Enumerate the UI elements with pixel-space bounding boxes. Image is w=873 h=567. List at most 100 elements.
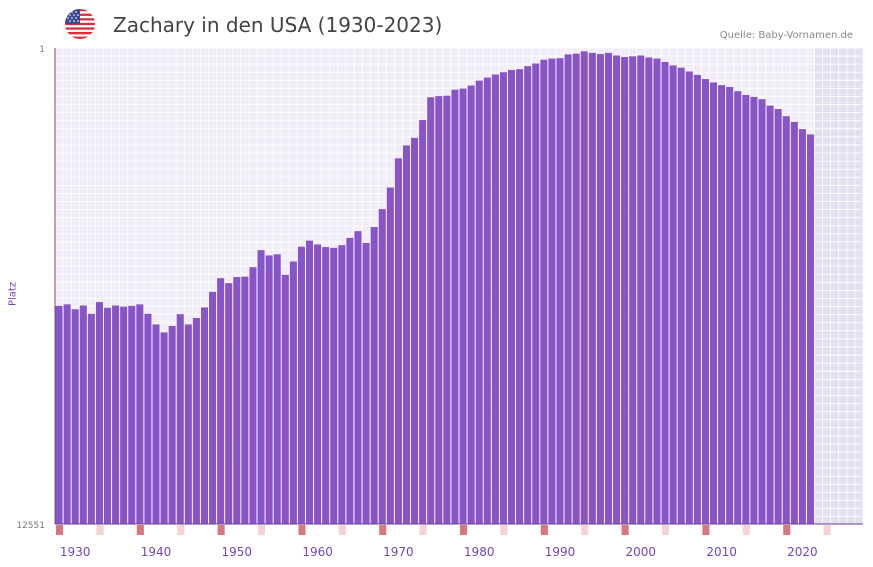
- bar-1934: [103, 307, 112, 524]
- grid-lines: [54, 47, 864, 524]
- decade-marker: [702, 525, 710, 535]
- half-decade-marker: [500, 525, 508, 535]
- half-decade-marker: [419, 525, 427, 535]
- y-tick-label-top: 1: [39, 45, 45, 55]
- bar-1942: [168, 325, 176, 524]
- bar-1989: [548, 58, 556, 524]
- half-decade-marker: [581, 525, 589, 535]
- bar-1991: [564, 54, 572, 524]
- bar-1957: [289, 261, 297, 524]
- bar-1977: [451, 89, 459, 524]
- bar-1983: [499, 72, 507, 524]
- bar-1981: [483, 77, 491, 524]
- half-decade-marker: [662, 525, 670, 535]
- bar-2002: [653, 58, 661, 524]
- bar-2018: [782, 116, 790, 525]
- bar-2016: [766, 105, 774, 524]
- bar-1976: [443, 95, 451, 525]
- bar-1964: [346, 237, 354, 524]
- bar-1941: [160, 332, 168, 524]
- chart-title: Zachary in den USA (1930-2023): [113, 13, 443, 37]
- bar-1978: [459, 88, 467, 524]
- bar-1963: [338, 245, 346, 525]
- bar-1979: [467, 85, 475, 524]
- decade-marker: [783, 525, 791, 535]
- x-tick-label: 1930: [60, 545, 91, 559]
- x-tick-label: 1990: [545, 545, 576, 559]
- bar-1953: [257, 250, 265, 524]
- bar-2010: [718, 85, 726, 525]
- bar-1966: [362, 242, 370, 525]
- bar-1940: [152, 324, 160, 524]
- bar-1984: [507, 69, 516, 524]
- bar-1973: [419, 120, 427, 524]
- decade-marker: [540, 525, 548, 535]
- bar-2001: [645, 57, 653, 524]
- bar-1955: [273, 254, 281, 525]
- bar-1945: [192, 318, 200, 524]
- x-tick-label: 1960: [302, 545, 333, 559]
- bar-2013: [742, 94, 750, 524]
- bar-1939: [144, 313, 152, 524]
- bar-1943: [176, 314, 184, 524]
- bars: [55, 51, 815, 525]
- bar-2017: [774, 109, 782, 524]
- bar-1961: [322, 247, 330, 524]
- bar-1949: [225, 283, 233, 524]
- bar-1996: [604, 52, 613, 524]
- bar-1937: [128, 305, 136, 524]
- bar-2019: [790, 121, 798, 524]
- usa-flag-icon: [65, 9, 95, 39]
- bar-2015: [758, 99, 766, 525]
- bar-1972: [411, 137, 419, 524]
- bar-1967: [370, 226, 378, 524]
- bar-1947: [209, 291, 217, 524]
- bar-1999: [629, 56, 637, 524]
- bar-1975: [435, 96, 443, 525]
- bar-1959: [305, 240, 314, 525]
- bar-1988: [540, 59, 548, 524]
- bar-1968: [378, 209, 386, 524]
- half-decade-marker: [742, 525, 750, 535]
- bar-1974: [427, 97, 435, 524]
- bar-1948: [217, 278, 225, 524]
- bar-1938: [136, 304, 144, 524]
- bar-1930: [71, 309, 79, 524]
- bar-1985: [516, 69, 524, 525]
- bar-2007: [693, 74, 701, 524]
- bar-1929: [63, 304, 71, 524]
- bar-1950: [233, 277, 241, 524]
- bar-2014: [750, 96, 758, 525]
- bar-1946: [200, 307, 209, 524]
- bar-1956: [281, 274, 289, 524]
- decade-marker: [298, 525, 306, 535]
- x-tick-label: 2000: [626, 545, 657, 559]
- decade-marker: [379, 525, 387, 535]
- bar-1962: [330, 247, 338, 524]
- bar-2000: [637, 55, 645, 524]
- axes: [54, 48, 863, 525]
- bar-2006: [685, 71, 693, 525]
- bar-2011: [726, 87, 734, 525]
- bar-1986: [524, 66, 532, 524]
- decade-marker: [217, 525, 225, 535]
- x-tick-label: 2010: [706, 545, 737, 559]
- decade-markers: [56, 525, 831, 535]
- bar-1952: [249, 267, 257, 524]
- bar-1960: [314, 244, 322, 524]
- bar-1928: [55, 305, 63, 524]
- x-tick-label: 2020: [787, 545, 818, 559]
- bar-1932: [87, 313, 95, 524]
- bar-2008: [701, 79, 709, 525]
- bar-1958: [297, 246, 305, 524]
- x-tick-label: 1980: [464, 545, 495, 559]
- x-tick-label: 1970: [383, 545, 414, 559]
- bar-1982: [491, 74, 499, 524]
- x-tick-label: 1940: [141, 545, 172, 559]
- x-tick-label: 1950: [222, 545, 253, 559]
- bar-1998: [621, 57, 629, 525]
- half-decade-marker: [177, 525, 185, 535]
- half-decade-marker: [823, 525, 831, 535]
- bar-1931: [79, 305, 87, 524]
- chart-header: Zachary in den USA (1930-2023) Quelle: B…: [0, 0, 873, 48]
